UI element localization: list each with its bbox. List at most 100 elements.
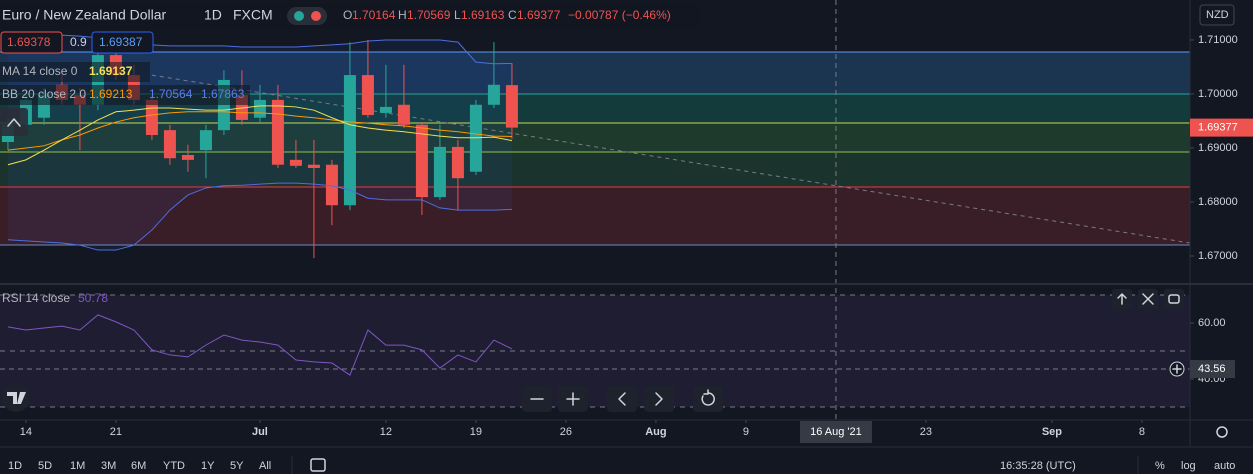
bb-legend: BB 20 close 2 0 xyxy=(2,87,86,101)
y-tick-label: 1.69000 xyxy=(1198,142,1238,154)
candle-body xyxy=(397,104,410,125)
x-tick-label: Aug xyxy=(645,426,666,438)
ohlc-label: L xyxy=(454,8,461,22)
scroll-right[interactable] xyxy=(644,386,674,412)
ma-value: 1.69137 xyxy=(89,64,133,78)
candle-body xyxy=(325,164,338,206)
candle-body xyxy=(145,99,158,136)
sell-price: 1.69378 xyxy=(7,35,51,49)
y-tick-label: 1.71000 xyxy=(1198,34,1238,46)
percent-toggle[interactable]: % xyxy=(1155,460,1165,472)
settings-icon[interactable] xyxy=(1216,426,1228,438)
sell-button[interactable] xyxy=(0,31,63,54)
rsi-value: 50.78 xyxy=(78,291,108,305)
x-tick-label: Sep xyxy=(1042,426,1062,438)
candle-body xyxy=(451,146,464,179)
candle-body xyxy=(199,130,212,151)
icon xyxy=(566,392,580,406)
x-tick-label: 8 xyxy=(1139,426,1145,438)
logo-mark xyxy=(7,392,26,404)
y-tick-label: 1.67000 xyxy=(1198,250,1238,262)
pane-maximize[interactable] xyxy=(1164,289,1184,309)
scroll-button[interactable] xyxy=(0,108,28,136)
rsi-line xyxy=(7,314,513,376)
pane-controls xyxy=(1112,289,1184,309)
currency-button[interactable] xyxy=(1199,4,1235,26)
log-toggle[interactable]: log xyxy=(1181,460,1196,472)
candle-body xyxy=(163,130,176,159)
y-tick-label: 1.68000 xyxy=(1198,196,1238,208)
range[interactable]: 1M xyxy=(70,460,85,472)
status-dot xyxy=(294,11,304,21)
change: −0.00787 (−0.46%) xyxy=(568,8,671,22)
candle-body xyxy=(253,99,266,118)
candle-body xyxy=(343,75,356,206)
ma-legend: MA 14 close 0 xyxy=(2,64,78,78)
reset[interactable] xyxy=(693,386,723,412)
crosshair-y-label: 43.56 xyxy=(1198,363,1226,375)
icon xyxy=(1142,293,1154,305)
candle-body xyxy=(505,85,518,128)
scroll-icon xyxy=(7,118,21,127)
clock: 16:35:28 (UTC) xyxy=(1000,460,1076,472)
candle-body xyxy=(271,99,284,165)
bb-basis xyxy=(7,111,512,151)
x-tick-label: 21 xyxy=(110,426,122,438)
candle-body xyxy=(289,159,302,166)
date-range-icon[interactable] xyxy=(310,458,326,472)
candle-body xyxy=(361,75,374,116)
crosshair-y-box xyxy=(1190,360,1235,379)
level-zone xyxy=(0,186,1190,245)
icon xyxy=(1117,293,1127,305)
candle-body xyxy=(433,146,446,198)
symbol-title: Euro / New Zealand Dollar xyxy=(2,7,167,23)
y-tick-label: 60.00 xyxy=(1198,317,1226,329)
bb-basis-value: 1.69213 xyxy=(89,87,133,101)
icon xyxy=(655,392,663,406)
level-zone xyxy=(0,151,1190,187)
range[interactable]: 5D xyxy=(38,460,52,472)
range[interactable]: 1Y xyxy=(201,460,215,472)
ohlc-label: C xyxy=(508,8,517,22)
range[interactable]: All xyxy=(259,460,271,472)
bb-lower-value: 1.67863 xyxy=(201,87,245,101)
x-tick-label: 14 xyxy=(20,426,32,438)
last-price: 1.69377 xyxy=(1198,122,1238,134)
rsi-legend: RSI 14 close xyxy=(2,291,70,305)
last-price-box xyxy=(1190,118,1253,137)
icon xyxy=(1168,294,1180,304)
range-buttons: 1D 5D 1M 3M 6M YTD 1Y 5Y All xyxy=(8,460,271,472)
navigation xyxy=(522,386,723,412)
range[interactable]: 1D xyxy=(8,460,22,472)
auto-toggle[interactable]: auto xyxy=(1214,460,1235,472)
range[interactable]: 6M xyxy=(131,460,146,472)
ohlc-value: 1.70164 xyxy=(352,8,396,22)
currency: NZD xyxy=(1206,9,1229,21)
header-bg xyxy=(0,3,700,29)
buy-button[interactable] xyxy=(91,31,154,54)
x-tick-label: 19 xyxy=(470,426,482,438)
candle-body xyxy=(379,106,392,113)
range[interactable]: YTD xyxy=(163,460,185,472)
candle-body xyxy=(307,164,320,168)
logo xyxy=(2,384,30,412)
candle-body xyxy=(487,84,500,105)
x-tick-label: Jul xyxy=(252,426,268,438)
ohlc-value: 1.70569 xyxy=(407,8,451,22)
ohlc-value: 1.69163 xyxy=(461,8,505,22)
x-tick-label: 9 xyxy=(743,426,749,438)
bb-upper-value: 1.70564 xyxy=(149,87,193,101)
ohlc-value: 1.69377 xyxy=(517,8,561,22)
icon xyxy=(701,389,715,406)
candle-body xyxy=(181,155,194,160)
overlay: 1.71000 1.70000 1.69000 1.68000 1.67000 1.693… xyxy=(20,34,1253,443)
scroll-left[interactable] xyxy=(607,386,637,412)
y-tick-label: 1.70000 xyxy=(1198,88,1238,100)
legend-bg xyxy=(0,85,250,105)
spread: 0.9 xyxy=(70,35,87,49)
bb-lower xyxy=(7,182,512,251)
status-dot xyxy=(311,11,321,21)
range[interactable]: 5Y xyxy=(230,460,244,472)
range[interactable]: 3M xyxy=(101,460,116,472)
interval: 1D xyxy=(204,7,222,23)
